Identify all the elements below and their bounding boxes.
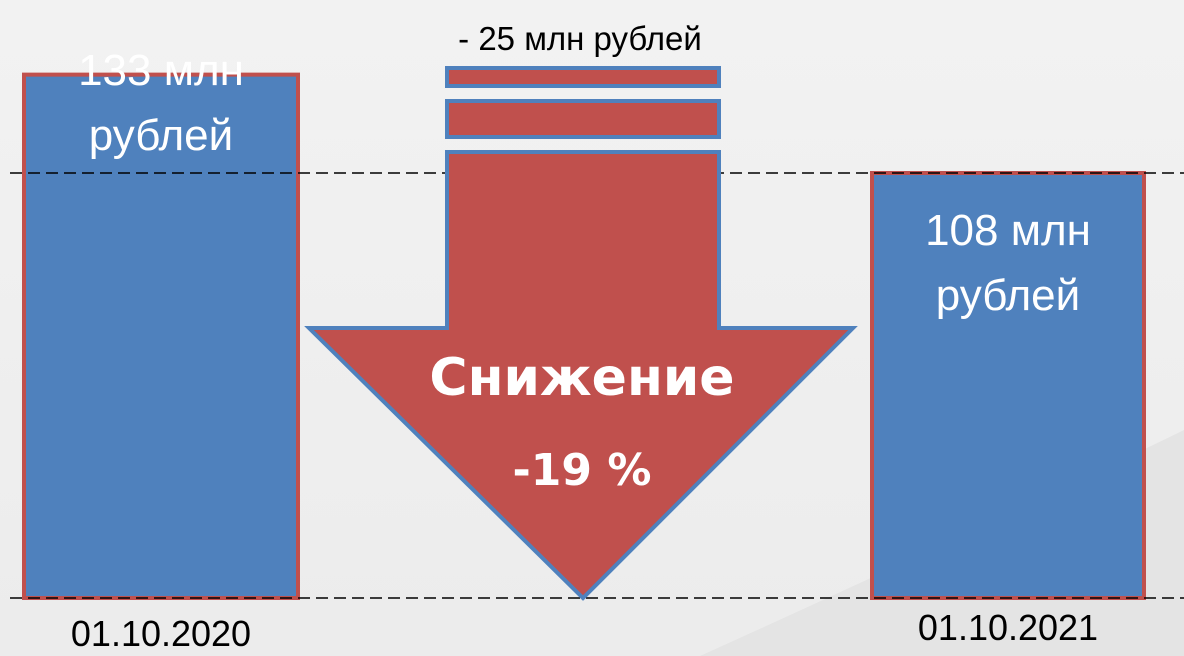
reduction-stripe-2 (445, 99, 721, 139)
arrow-percent: -19 % (513, 445, 652, 496)
bar-label-2020-line2: рублей (89, 111, 233, 160)
bar-label-2021-line2: рублей (936, 271, 1080, 320)
category-label-2021: 01.10.2021 (918, 607, 1098, 648)
arrow-label: Снижение (429, 348, 734, 408)
bar-label-2021-line1: 108 млн (925, 206, 1091, 255)
down-arrow-icon (304, 150, 858, 601)
bar-label-2020-line1: 133 млн (78, 46, 244, 95)
difference-label: - 25 млн рублей (458, 20, 702, 57)
bar-01-10-2021 (870, 171, 1146, 600)
reduction-stripe-1 (445, 66, 721, 88)
category-label-2020: 01.10.2020 (71, 613, 251, 654)
